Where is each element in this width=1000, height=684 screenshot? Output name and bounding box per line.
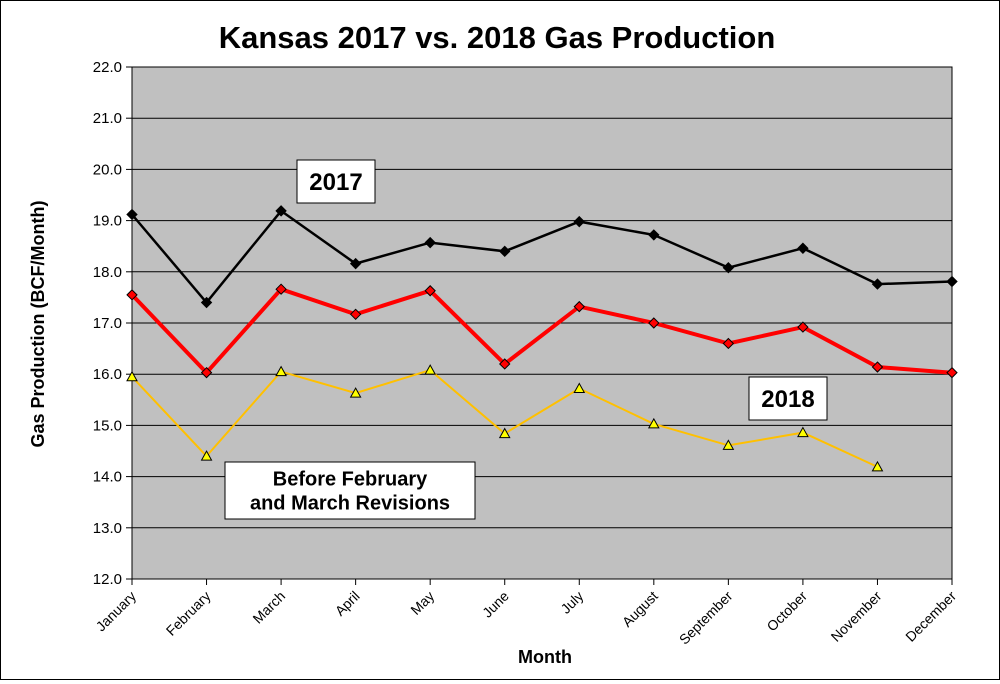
chart-title: Kansas 2017 vs. 2018 Gas Production bbox=[219, 20, 776, 55]
x-tick-label: March bbox=[249, 588, 288, 627]
annotation-2017: 2017 bbox=[296, 159, 376, 204]
y-tick-label: 22.0 bbox=[93, 59, 122, 76]
y-tick-label: 17.0 bbox=[93, 315, 122, 332]
y-tick-label: 13.0 bbox=[93, 520, 122, 537]
data-point-marker bbox=[275, 365, 287, 377]
x-axis-label: Month bbox=[518, 647, 572, 667]
data-point-marker bbox=[871, 278, 884, 290]
y-axis-label: Gas Production (BCF/Month) bbox=[28, 201, 48, 448]
data-point-marker bbox=[647, 417, 660, 429]
data-point-marker bbox=[648, 229, 660, 241]
data-point-marker bbox=[648, 317, 660, 329]
data-point-marker bbox=[797, 321, 809, 333]
series-before-revisions bbox=[126, 364, 884, 472]
x-tick-label: September bbox=[676, 588, 736, 648]
data-point-marker bbox=[275, 205, 287, 217]
x-tick-label: January bbox=[93, 588, 140, 635]
annotation-box bbox=[224, 461, 476, 520]
y-tick-label: 19.0 bbox=[93, 213, 122, 230]
data-point-marker bbox=[722, 261, 735, 274]
data-point-marker bbox=[797, 242, 809, 254]
x-tick-label: June bbox=[479, 588, 512, 621]
data-point-marker bbox=[200, 450, 213, 461]
x-axis-ticks: January February March April May June July Augu… bbox=[93, 579, 959, 648]
series-line bbox=[131, 209, 953, 305]
data-point-marker bbox=[871, 361, 884, 373]
data-point-marker bbox=[499, 245, 511, 258]
data-point-marker bbox=[200, 366, 213, 379]
x-tick-label: May bbox=[407, 588, 437, 618]
annotation-2018: 2018 bbox=[748, 376, 828, 421]
annotation-text: 2017 bbox=[309, 169, 362, 196]
data-point-marker bbox=[200, 296, 213, 309]
annotation-text: Before February bbox=[273, 469, 428, 491]
y-tick-label: 15.0 bbox=[93, 417, 122, 434]
data-point-marker bbox=[349, 257, 362, 270]
annotation-text: 2018 bbox=[761, 386, 814, 413]
data-point-marker bbox=[946, 275, 958, 288]
series-line bbox=[130, 286, 953, 376]
series-2017 bbox=[126, 205, 958, 309]
x-tick-label: August bbox=[619, 588, 661, 630]
data-point-marker bbox=[349, 308, 362, 321]
y-tick-label: 18.0 bbox=[93, 264, 122, 281]
data-point-marker bbox=[573, 300, 585, 313]
data-point-marker bbox=[424, 364, 437, 375]
data-point-marker bbox=[871, 460, 884, 472]
annotation-box bbox=[748, 376, 828, 421]
x-tick-label: November bbox=[828, 588, 885, 645]
data-point-marker bbox=[946, 366, 958, 379]
series-2018 bbox=[126, 283, 958, 379]
data-point-marker bbox=[126, 289, 138, 301]
data-point-marker bbox=[722, 337, 735, 350]
data-point-marker bbox=[722, 439, 735, 450]
data-point-marker bbox=[424, 236, 436, 249]
y-tick-label: 16.0 bbox=[93, 366, 122, 383]
y-tick-label: 14.0 bbox=[93, 469, 122, 486]
series-group bbox=[126, 205, 958, 472]
data-point-marker bbox=[573, 215, 585, 228]
data-point-marker bbox=[498, 427, 511, 439]
x-tick-label: October bbox=[763, 588, 810, 635]
x-tick-label: February bbox=[163, 588, 214, 639]
data-point-marker bbox=[499, 358, 511, 370]
x-tick-label: December bbox=[902, 588, 959, 645]
y-tick-label: 20.0 bbox=[93, 161, 122, 178]
data-point-marker bbox=[349, 387, 362, 398]
data-point-marker bbox=[797, 426, 809, 438]
data-point-marker bbox=[126, 208, 138, 221]
x-tick-label: April bbox=[332, 588, 363, 619]
y-axis-ticks: 12.0 13.0 14.0 15.0 16.0 17.0 18.0 19.0 20.0 21.0… bbox=[93, 59, 132, 588]
data-point-marker bbox=[573, 382, 586, 394]
y-tick-label: 21.0 bbox=[93, 110, 122, 127]
x-tick-label: July bbox=[557, 588, 586, 617]
data-point-marker bbox=[275, 283, 287, 295]
annotation-box bbox=[296, 159, 376, 204]
annotation-text: and March Revisions bbox=[250, 493, 450, 515]
y-tick-label: 12.0 bbox=[93, 571, 122, 588]
data-point-marker bbox=[126, 370, 138, 382]
data-point-marker bbox=[424, 285, 436, 297]
